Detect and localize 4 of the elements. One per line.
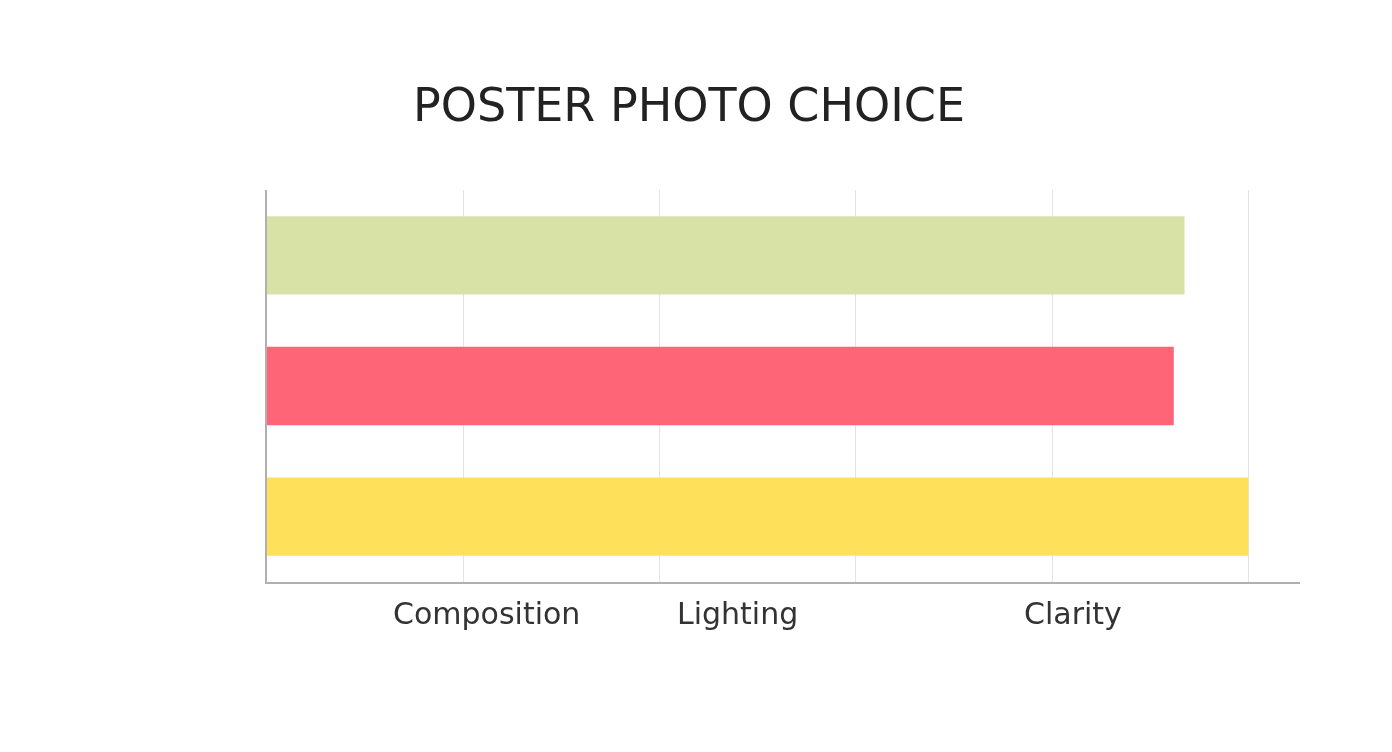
text: Composition <box>393 596 581 631</box>
chart-title: POSTER PHOTO CHOICE <box>413 78 966 133</box>
text: Clarity <box>1024 596 1122 631</box>
text: Lighting <box>677 596 799 631</box>
